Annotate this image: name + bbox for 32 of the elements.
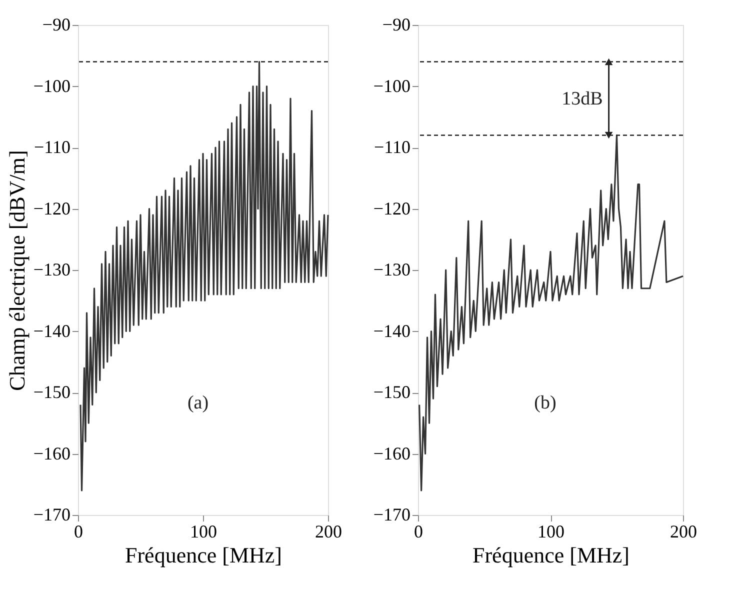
- x-tick-label: 0: [414, 522, 423, 542]
- y-tick-label: −120: [33, 198, 70, 218]
- line-series: [418, 134, 684, 492]
- x-tick-label: 200: [315, 522, 342, 542]
- y-tick-label: −150: [33, 382, 70, 402]
- y-tick-label: −100: [33, 76, 70, 96]
- annotation: 13dB: [562, 88, 603, 110]
- line-series: [80, 60, 329, 492]
- y-tick-label: −120: [373, 198, 410, 218]
- y-tick-label: −140: [373, 320, 410, 341]
- x-axis-title: Fréquence [MHz]: [125, 542, 282, 568]
- y-tick-label: −150: [373, 382, 410, 402]
- x-tick-label: 0: [74, 522, 83, 542]
- y-tick-label: −110: [374, 137, 410, 157]
- y-tick-label: −130: [33, 260, 70, 280]
- y-axis-title: Champ électrique [dBV/m]: [4, 150, 30, 391]
- annotation: (a): [187, 392, 209, 414]
- y-tick-label: −90: [42, 14, 70, 34]
- y-tick-label: −100: [373, 76, 410, 96]
- x-tick-label: 100: [538, 522, 564, 542]
- x-axis-title: Fréquence [MHz]: [472, 542, 630, 568]
- x-tick-label: 200: [670, 522, 697, 542]
- y-tick-label: −170: [373, 504, 410, 524]
- y-tick-label: −130: [373, 260, 410, 280]
- y-tick-label: −170: [33, 504, 70, 524]
- x-tick-label: 100: [190, 522, 217, 542]
- y-tick-label: −140: [33, 320, 70, 341]
- y-tick-label: −110: [34, 137, 70, 157]
- y-tick-label: −90: [382, 14, 410, 34]
- y-tick-label: −160: [33, 443, 70, 464]
- y-tick-label: −160: [373, 443, 410, 464]
- annotation: (b): [534, 392, 556, 414]
